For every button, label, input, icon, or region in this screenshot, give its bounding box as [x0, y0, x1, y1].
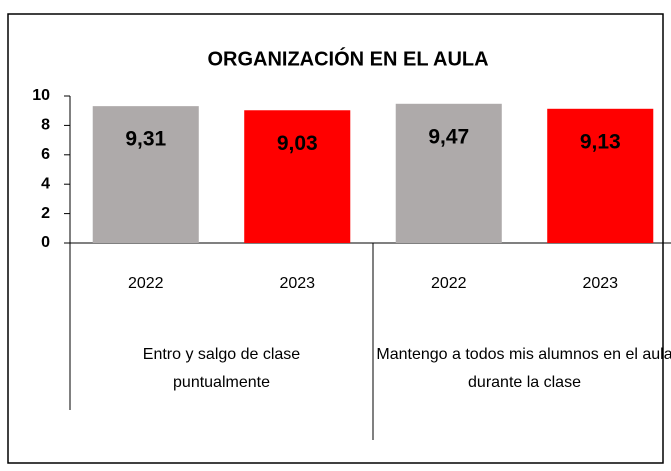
x-tick-label: 2023: [582, 275, 618, 292]
y-tick-label: 6: [41, 146, 50, 163]
y-tick-label: 8: [41, 117, 50, 134]
value-label: 9,03: [277, 132, 318, 155]
group-label-box: Entro y salgo de clase puntualmente: [142, 346, 301, 391]
value-label: 9,31: [125, 128, 166, 151]
bar: [92, 106, 199, 243]
group-label: Entro y salgo de clase puntualmente: [142, 346, 301, 391]
group-label: Mantengo a todos mis alumnos en el aula …: [376, 346, 671, 391]
y-tick-label: 4: [41, 175, 50, 192]
bar: [395, 103, 502, 243]
y-tick-label: 0: [41, 234, 50, 251]
x-tick-label: 2022: [128, 275, 164, 292]
x-tick-label: 2023: [279, 275, 315, 292]
y-tick-label: 2: [41, 205, 50, 222]
value-label: 9,47: [428, 125, 469, 148]
group-label-box: Mantengo a todos mis alumnos en el aula …: [376, 346, 671, 391]
x-tick-label: 2022: [431, 275, 467, 292]
value-label: 9,13: [580, 130, 621, 153]
y-tick-label: 10: [32, 87, 50, 104]
bar: [244, 110, 351, 243]
bar: [547, 108, 654, 243]
chart-title: ORGANIZACIÓN EN EL AULA: [207, 46, 488, 70]
